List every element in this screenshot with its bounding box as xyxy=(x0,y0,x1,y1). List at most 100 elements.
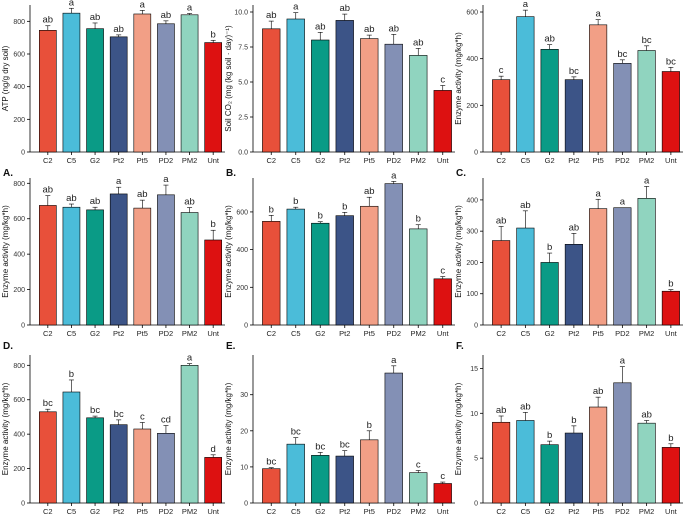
x-tick-label: PM2 xyxy=(182,156,197,165)
bar-c2 xyxy=(492,240,511,326)
bar-unt xyxy=(204,457,222,504)
x-tick-label: Pt5 xyxy=(592,156,603,165)
significance-letter: ab xyxy=(113,24,124,35)
significance-letter: ab xyxy=(43,185,54,196)
significance-letter: b xyxy=(571,415,576,426)
bar-pt5 xyxy=(133,207,152,326)
significance-letter: b xyxy=(211,219,216,230)
bar-pd2 xyxy=(613,382,632,504)
bar-pm2 xyxy=(637,50,656,153)
y-tick-label: 30 xyxy=(240,392,248,399)
significance-letter: ab xyxy=(641,409,652,420)
significance-letter: ab xyxy=(569,222,580,233)
x-tick-label: PD2 xyxy=(159,507,174,516)
y-tick-label: 5.0 xyxy=(238,80,248,87)
x-tick-label: PM2 xyxy=(639,156,654,165)
bar-g2 xyxy=(86,28,104,153)
significance-letter: ab xyxy=(593,386,604,397)
y-axis-label: Enzyme activity (mg/kg*h) xyxy=(224,382,233,475)
x-tick-label: Pt2 xyxy=(568,507,579,516)
bar-c2 xyxy=(39,205,57,326)
x-tick-label: Unt xyxy=(665,329,678,338)
x-tick-label: Pt5 xyxy=(364,507,375,516)
x-tick-label: Pt2 xyxy=(339,507,350,516)
significance-letter: a xyxy=(391,355,397,366)
bar-pm2 xyxy=(409,472,428,504)
bar-g2 xyxy=(540,262,559,326)
significance-letter: a xyxy=(620,197,626,208)
x-tick-label: Pt5 xyxy=(137,507,148,516)
x-tick-label: PM2 xyxy=(639,329,654,338)
significance-letter: a xyxy=(293,2,299,13)
significance-letter: ab xyxy=(137,189,148,200)
y-axis-label: Soil CO₂ (mg (kg soil · day)⁻¹) xyxy=(224,25,233,132)
y-tick-label: 600 xyxy=(13,52,25,59)
x-tick-label: PD2 xyxy=(615,156,630,165)
x-tick-label: C5 xyxy=(291,507,301,516)
x-tick-label: C5 xyxy=(67,156,77,165)
significance-letter: b xyxy=(318,211,323,222)
significance-letter: bc xyxy=(114,409,124,420)
significance-letter: b xyxy=(668,279,673,290)
y-tick-label: 0.0 xyxy=(238,150,248,157)
bar-pt2 xyxy=(564,244,583,326)
bar-pt2 xyxy=(564,79,583,153)
bar-g2 xyxy=(540,444,559,504)
x-tick-label: Unt xyxy=(207,507,220,516)
y-tick-label: 0 xyxy=(474,501,478,508)
y-tick-label: 0 xyxy=(21,323,25,330)
bar-pt5 xyxy=(360,439,379,504)
y-tick-label: 5 xyxy=(474,456,478,463)
x-tick-label: G2 xyxy=(315,156,325,165)
x-tick-label: C5 xyxy=(291,329,301,338)
significance-letter: b xyxy=(668,433,673,444)
bar-pm2 xyxy=(180,365,199,504)
x-tick-label: PD2 xyxy=(386,507,401,516)
bar-pm2 xyxy=(409,228,428,326)
bar-g2 xyxy=(311,222,330,326)
significance-letter: ab xyxy=(266,10,277,21)
x-tick-label: C2 xyxy=(266,156,276,165)
bar-pd2 xyxy=(157,194,175,326)
significance-letter: ab xyxy=(90,196,101,207)
significance-letter: b xyxy=(293,196,298,207)
bar-g2 xyxy=(311,455,330,504)
significance-letter: a xyxy=(595,9,601,20)
significance-letter: a xyxy=(523,0,529,10)
significance-letter: ab xyxy=(413,37,424,48)
x-tick-label: C2 xyxy=(496,156,506,165)
significance-letter: b xyxy=(211,29,216,40)
y-tick-label: 800 xyxy=(13,181,25,188)
x-tick-label: Pt2 xyxy=(339,156,350,165)
x-tick-label: PM2 xyxy=(411,507,426,516)
chart-panel-c: 0 200 400 600 Enzyme activity (mg/kg*h) c C2 a C… xyxy=(454,0,683,179)
bar-pd2 xyxy=(157,433,175,504)
bar-pd2 xyxy=(384,43,403,153)
x-tick-label: C2 xyxy=(43,507,53,516)
y-tick-label: 400 xyxy=(13,84,25,91)
x-tick-label: G2 xyxy=(315,507,325,516)
y-tick-label: 20 xyxy=(240,428,248,435)
bar-pd2 xyxy=(613,63,632,153)
bar-unt xyxy=(661,71,680,153)
bar-unt xyxy=(204,42,222,153)
bar-pd2 xyxy=(613,207,632,326)
bar-pd2 xyxy=(384,372,403,504)
bar-pt5 xyxy=(133,13,152,153)
x-tick-label: Unt xyxy=(437,329,450,338)
bar-pt5 xyxy=(589,208,608,326)
x-tick-label: Pt2 xyxy=(568,156,579,165)
significance-letter: ab xyxy=(520,200,531,211)
x-tick-label: Unt xyxy=(207,329,220,338)
x-tick-label: G2 xyxy=(90,507,100,516)
bar-c5 xyxy=(516,420,535,504)
y-tick-label: 400 xyxy=(466,56,478,63)
significance-letter: c xyxy=(499,65,504,76)
y-tick-label: 0 xyxy=(244,323,248,330)
x-tick-label: G2 xyxy=(545,156,555,165)
